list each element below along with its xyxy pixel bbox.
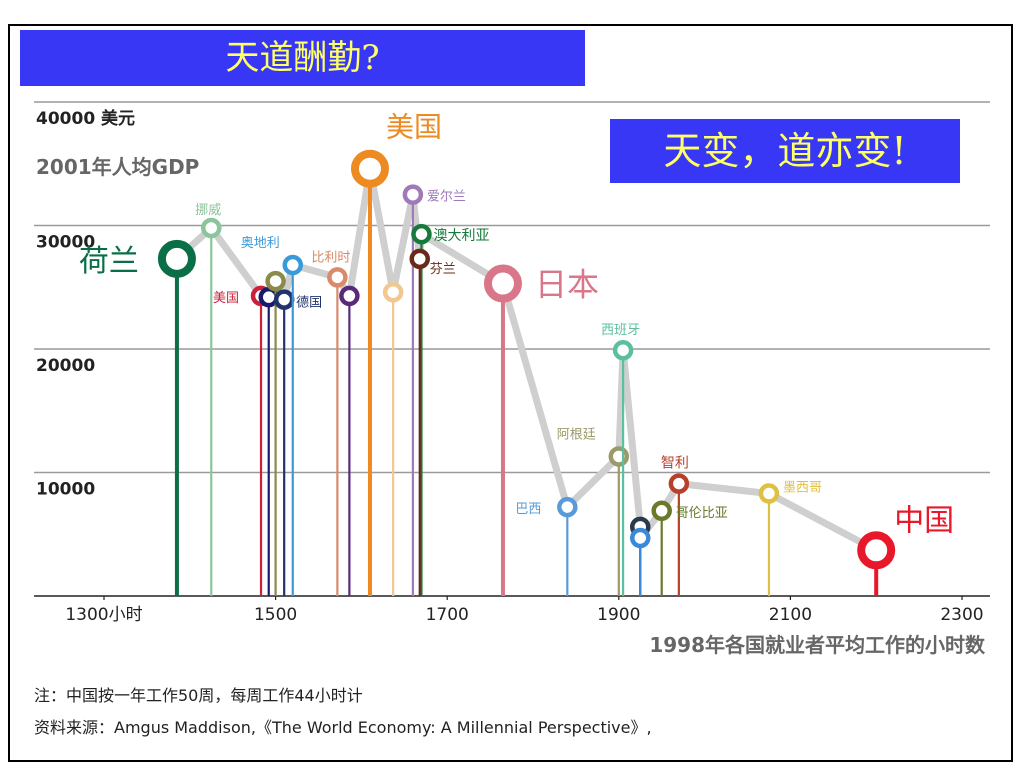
data-point — [668, 473, 690, 494]
point-label: 奥地利 — [241, 236, 280, 251]
data-point — [857, 531, 896, 570]
data-point — [612, 339, 634, 361]
data-point — [557, 496, 578, 518]
point-label: 中国 — [894, 503, 954, 538]
data-point — [608, 446, 630, 467]
notes: 注：中国按一年工作50周，每周工作44小时计 资料来源：Amgus Maddis… — [34, 680, 652, 744]
data-point — [282, 254, 304, 276]
point-label: 西班牙 — [601, 323, 640, 338]
x-axis-title: 1998年各国就业者平均工作的小时数 — [649, 633, 986, 657]
data-point — [339, 285, 360, 307]
data-point — [411, 223, 432, 245]
point-label: 阿根廷 — [557, 427, 596, 442]
data-point — [402, 184, 424, 205]
data-point — [273, 289, 295, 310]
point-label: 芬兰 — [430, 262, 456, 277]
data-point — [327, 267, 348, 288]
x-tick-label: 2300 — [940, 605, 983, 625]
slide-title: 天道酬勤? — [20, 30, 585, 86]
point-label: 美国 — [386, 111, 442, 144]
data-point — [758, 483, 780, 504]
y-tick-label: 10000 — [36, 480, 95, 500]
y-axis-title: 2001年人均GDP — [36, 155, 199, 179]
data-point — [409, 248, 430, 270]
point-label: 哥伦比亚 — [676, 506, 728, 521]
slide-subtitle: 天变，道亦变! — [610, 119, 960, 183]
point-label: 德国 — [296, 296, 322, 311]
note-line-2: 资料来源：Amgus Maddison,《The World Economy: … — [34, 718, 652, 737]
point-label: 比利时 — [311, 250, 350, 265]
y-tick-label: 20000 — [36, 356, 95, 376]
data-point — [201, 217, 222, 239]
point-label: 澳大利亚 — [433, 228, 489, 244]
x-tick-label: 1900 — [597, 605, 640, 625]
data-point — [651, 500, 672, 522]
point-label: 美国 — [213, 291, 239, 306]
data-point — [630, 527, 651, 549]
point-label: 日本 — [535, 266, 599, 304]
point-label: 智利 — [661, 456, 689, 472]
x-tick-label: 1700 — [426, 605, 469, 625]
y-tick-label: 30000 — [36, 233, 95, 253]
data-point — [157, 239, 196, 278]
data-point — [382, 281, 404, 303]
data-point — [483, 264, 522, 303]
point-label: 巴西 — [515, 502, 541, 517]
x-tick-label: 2100 — [769, 605, 812, 625]
data-point — [265, 270, 286, 292]
data-point — [350, 149, 389, 188]
point-label: 荷兰 — [79, 244, 139, 279]
note-line-1: 注：中国按一年工作50周，每周工作44小时计 — [34, 686, 363, 705]
point-label: 墨西哥 — [783, 480, 822, 495]
x-tick-label: 1500 — [254, 605, 297, 625]
x-tick-label: 1300小时 — [65, 605, 142, 625]
point-label: 爱尔兰 — [427, 190, 466, 205]
y-tick-label: 40000 美元 — [36, 108, 135, 129]
point-label: 挪威 — [195, 203, 221, 218]
